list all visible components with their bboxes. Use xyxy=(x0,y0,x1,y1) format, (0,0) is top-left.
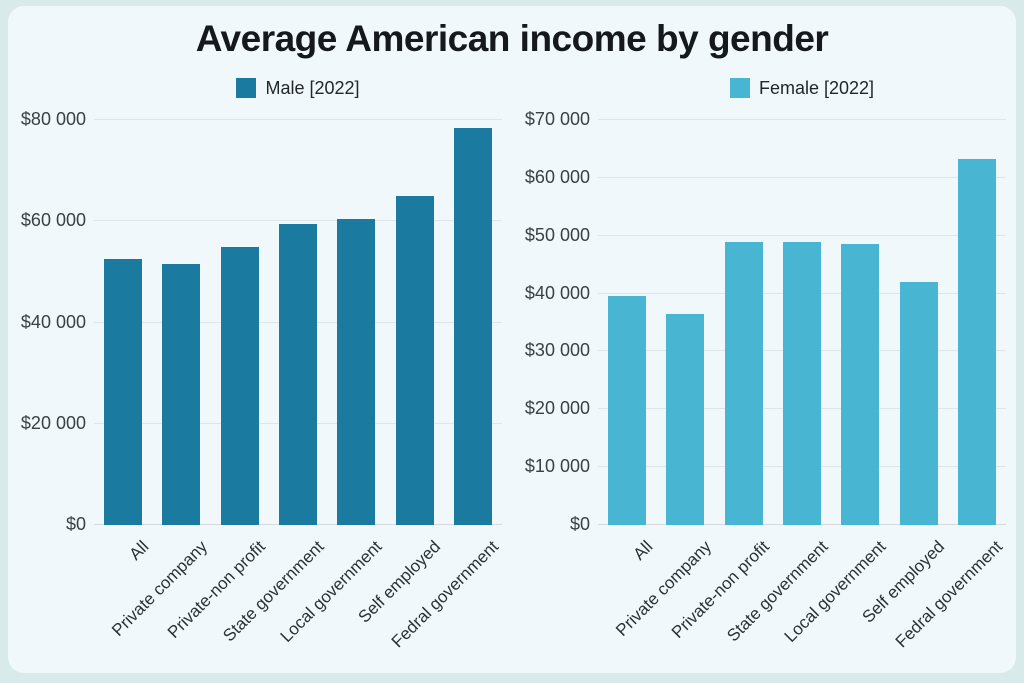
bar xyxy=(104,259,143,525)
bar-slot xyxy=(94,120,152,525)
bar-slot xyxy=(211,120,269,525)
gridline xyxy=(598,119,1006,120)
bar-slot xyxy=(269,120,327,525)
chart-card: Average American income by gender Male [… xyxy=(8,6,1016,673)
x-tick-label: Private company xyxy=(611,537,715,640)
male-plot-row: $0 $20 000 $40 000 $60 000 $80 000 xyxy=(8,109,512,534)
y-tick-label: $0 xyxy=(569,514,590,534)
x-tick-label: Private company xyxy=(107,537,211,640)
bars-group xyxy=(94,120,502,525)
bar xyxy=(957,159,996,525)
female-legend: Female [2022] xyxy=(598,76,1006,100)
page-title: Average American income by gender xyxy=(195,18,829,59)
gridline xyxy=(94,119,502,120)
bar xyxy=(841,244,880,525)
gridline xyxy=(94,220,502,222)
x-tick-label: Fedral government xyxy=(387,537,503,652)
bar-slot xyxy=(948,120,1006,525)
y-tick-label: $50 000 xyxy=(524,224,590,245)
bar xyxy=(899,282,938,525)
bar xyxy=(162,264,201,525)
x-tick-label: State government xyxy=(219,537,328,646)
x-tick-label: Local government xyxy=(276,537,386,646)
bar xyxy=(608,295,647,525)
x-tick-label: State government xyxy=(723,537,832,646)
bar xyxy=(724,242,763,525)
x-tick-label: All xyxy=(125,537,153,564)
bar-slot xyxy=(831,120,889,525)
female-legend-swatch xyxy=(729,78,750,98)
y-tick-label: $20 000 xyxy=(524,398,590,419)
female-x-axis-labels: All Private company Private-non profit Stat… xyxy=(598,525,1006,675)
bar-slot xyxy=(444,120,502,525)
male-plot-area xyxy=(94,119,502,525)
gridline xyxy=(598,176,1006,178)
bar xyxy=(220,246,259,525)
female-y-axis: $0 $10 000 $20 000 $30 000 $40 000 $50 000 $60… xyxy=(512,109,598,534)
y-tick-label: $40 000 xyxy=(524,282,590,303)
male-x-axis-labels: All Private company Private-non profit Stat… xyxy=(94,525,502,675)
bar-slot xyxy=(598,120,656,525)
female-legend-label: Female [2022] xyxy=(758,77,875,98)
male-income-chart: Male [2022] $0 $20 000 $40 000 $60 000 $80 0… xyxy=(8,76,512,675)
y-tick-label: $40 000 xyxy=(20,311,86,332)
bar xyxy=(395,195,434,525)
bar-slot xyxy=(385,120,443,525)
bar xyxy=(782,242,821,525)
female-plot-area xyxy=(598,119,1006,525)
male-legend-label: Male [2022] xyxy=(265,77,360,98)
y-tick-label: $60 000 xyxy=(20,210,86,231)
y-tick-label: $70 000 xyxy=(524,109,590,129)
bar-slot xyxy=(889,120,947,525)
bar xyxy=(453,127,492,525)
y-tick-label: $60 000 xyxy=(524,166,590,187)
y-tick-label: $10 000 xyxy=(524,456,590,477)
bar xyxy=(666,313,705,525)
x-tick-label: All xyxy=(629,537,657,564)
bar xyxy=(278,223,317,525)
charts-row: Male [2022] $0 $20 000 $40 000 $60 000 $80 0… xyxy=(8,76,1016,675)
male-legend: Male [2022] xyxy=(94,76,502,100)
male-legend-swatch xyxy=(236,78,257,98)
x-tick-label: Local government xyxy=(780,537,890,646)
y-tick-label: $80 000 xyxy=(20,109,86,129)
gridline xyxy=(598,234,1006,236)
y-tick-label: $20 000 xyxy=(20,412,86,433)
male-y-axis: $0 $20 000 $40 000 $60 000 $80 000 xyxy=(8,109,94,534)
female-plot-row: $0 $10 000 $20 000 $30 000 $40 000 $50 000 $60… xyxy=(512,109,1016,534)
bar-slot xyxy=(656,120,714,525)
y-tick-label: $30 000 xyxy=(524,340,590,361)
bar-slot xyxy=(773,120,831,525)
bars-group xyxy=(598,120,1006,525)
female-income-chart: Female [2022] $0 $10 000 $20 000 $30 000 $40… xyxy=(512,76,1016,675)
y-tick-label: $0 xyxy=(65,514,86,534)
bar-slot xyxy=(152,120,210,525)
bar-slot xyxy=(327,120,385,525)
bar xyxy=(337,218,376,525)
x-tick-label: Fedral government xyxy=(891,537,1007,652)
bar-slot xyxy=(715,120,773,525)
